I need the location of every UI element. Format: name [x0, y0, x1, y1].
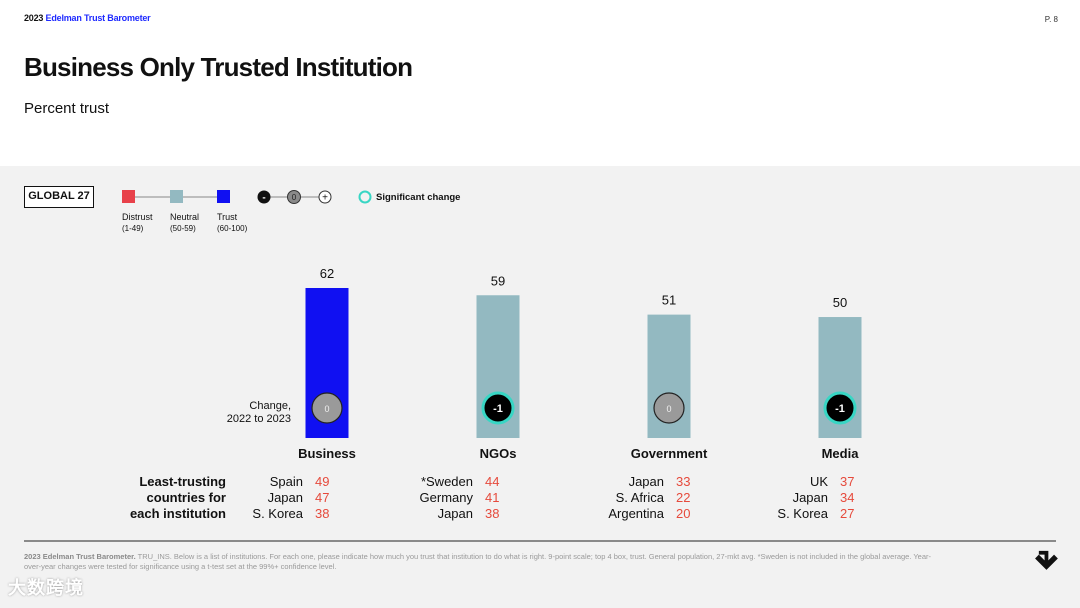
significant-change-label: Significant change	[376, 192, 461, 203]
change-value-label: -1	[835, 403, 845, 415]
category-label: Government	[631, 446, 708, 461]
country-value: 37	[840, 474, 855, 489]
category-label: Business	[298, 446, 356, 461]
plus-change-icon	[318, 190, 332, 204]
distrust-range: (1-49)	[122, 224, 144, 233]
country-value: 41	[485, 490, 500, 505]
least-trusting-header: Least-trusting countries for each instit…	[100, 474, 226, 522]
country-name: Spain	[269, 474, 303, 489]
watermark: 大数跨境	[8, 578, 84, 598]
country-name: S. Korea	[252, 506, 303, 521]
country-row: Japan 38	[385, 506, 515, 522]
brand-logo: 2023 Edelman Trust Barometer	[24, 13, 151, 23]
country-name: S. Africa	[615, 490, 664, 505]
country-value: 34	[840, 490, 855, 505]
change-marker	[311, 392, 343, 424]
trust-swatch	[217, 190, 230, 203]
country-row: Japan 47	[215, 490, 345, 506]
legend-graphics: - 0 +	[122, 190, 372, 204]
country-name: S. Korea	[777, 506, 828, 521]
neutral-label: Neutral	[170, 212, 200, 222]
country-row: S. Africa 22	[576, 490, 706, 506]
bar-value-label: 62	[320, 266, 334, 281]
least-trusting-business: Spain 49 Japan 47 S. Korea 38	[215, 474, 345, 522]
country-name: Japan	[792, 490, 828, 505]
country-name: Japan	[628, 474, 664, 489]
country-name: Germany	[419, 490, 473, 505]
country-value: 47	[315, 490, 330, 505]
distrust-swatch	[122, 190, 135, 203]
country-row: Spain 49	[215, 474, 345, 490]
country-value: 38	[315, 506, 330, 521]
change-annotation-line-1: Change,	[249, 400, 291, 412]
significant-change-icon	[358, 190, 372, 204]
zero-symbol: 0	[292, 193, 297, 202]
distrust-label: Distrust	[122, 212, 153, 222]
page-subtitle: Percent trust	[24, 100, 110, 117]
neutral-swatch	[170, 190, 183, 203]
least-trusting-header-line-2: countries for	[146, 490, 226, 505]
zero-change-icon	[287, 190, 301, 204]
category-label: NGOs	[480, 446, 517, 461]
country-value: 22	[676, 490, 691, 505]
minus-change-icon	[257, 190, 271, 204]
bar-value-label: 51	[662, 293, 676, 308]
brand-year: 2023	[24, 13, 44, 23]
country-name: Japan	[267, 490, 303, 505]
country-value: 49	[315, 474, 330, 489]
country-name: UK	[809, 474, 828, 489]
change-annotation-line-2: 2022 to 2023	[227, 413, 291, 425]
bar-value-label: 59	[491, 273, 505, 288]
country-row: Argentina 20	[576, 506, 706, 522]
country-name: *Sweden	[420, 474, 473, 489]
neutral-range: (50-59)	[170, 224, 196, 233]
page-number: P. 8	[1044, 15, 1058, 24]
legend: - 0 + Distrust (1-49) Neutral (50-59) Tr…	[0, 0, 1080, 240]
country-row: Germany 41	[385, 490, 515, 506]
country-value: 33	[676, 474, 691, 489]
country-name: Argentina	[608, 506, 664, 521]
trust-range: (60-100)	[217, 224, 248, 233]
trust-label: Trust	[217, 212, 238, 222]
change-value-label: -1	[493, 403, 503, 415]
country-value: 44	[485, 474, 500, 489]
next-arrow-icon[interactable]	[1034, 548, 1060, 574]
country-value: 27	[840, 506, 855, 521]
plus-symbol: +	[322, 193, 328, 204]
footnote-text: TRU_INS. Below is a list of institutions…	[24, 552, 932, 571]
footnote-source: 2023 Edelman Trust Barometer.	[24, 552, 136, 561]
header-panel: 2023 Edelman Trust Barometer P. 8 Busine…	[0, 0, 1080, 166]
category-label: Media	[822, 446, 860, 461]
least-trusting-header-line-1: Least-trusting	[139, 474, 226, 489]
change-marker	[653, 392, 685, 424]
least-trusting-header-line-3: each institution	[129, 506, 226, 521]
change-value-label: 0	[666, 404, 671, 414]
country-row: Japan 33	[576, 474, 706, 490]
change-marker	[823, 391, 857, 425]
least-trusting-government: Japan 33 S. Africa 22 Argentina 20	[576, 474, 706, 522]
country-row: *Sweden 44	[385, 474, 515, 490]
least-trusting-ngos: *Sweden 44 Germany 41 Japan 38	[385, 474, 515, 522]
country-row: S. Korea 38	[215, 506, 345, 522]
country-row: S. Korea 27	[740, 506, 870, 522]
global-27-badge: GLOBAL 27	[24, 186, 94, 208]
country-row: Japan 34	[740, 490, 870, 506]
bar-chart: 62 Business 0 59 NGOs -1 51 Government 0 50 Media -…	[227, 266, 862, 461]
footnote: 2023 Edelman Trust Barometer. TRU_INS. B…	[24, 552, 944, 572]
footer-divider	[24, 540, 1056, 542]
country-row: UK 37	[740, 474, 870, 490]
page-title: Business Only Trusted Institution	[24, 52, 413, 82]
minus-symbol: -	[262, 193, 265, 204]
bar-value-label: 50	[833, 295, 847, 310]
brand-name: Edelman Trust Barometer	[45, 13, 151, 23]
change-value-label: 0	[324, 404, 329, 414]
country-value: 20	[676, 506, 691, 521]
change-marker	[481, 391, 515, 425]
country-value: 38	[485, 506, 500, 521]
country-name: Japan	[437, 506, 473, 521]
least-trusting-media: UK 37 Japan 34 S. Korea 27	[740, 474, 870, 522]
